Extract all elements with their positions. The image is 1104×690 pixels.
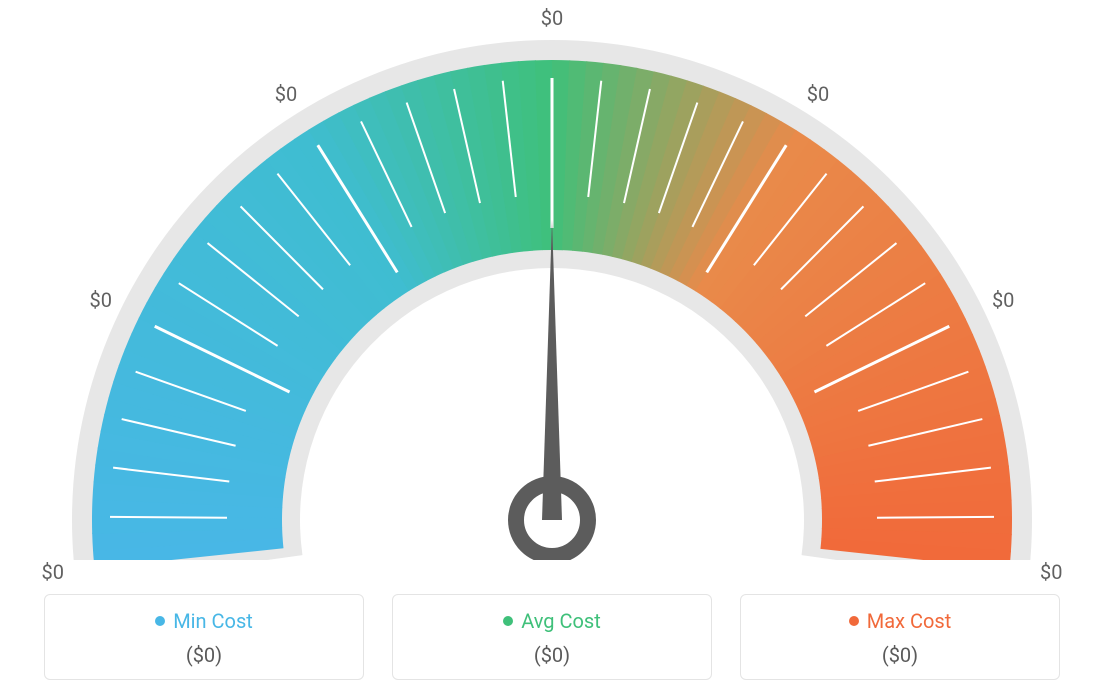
gauge-tick-label: $0	[1040, 560, 1062, 584]
legend-top-max: Max Cost	[751, 609, 1049, 633]
legend-value-max: ($0)	[751, 643, 1049, 667]
legend-card-avg: Avg Cost ($0)	[392, 594, 712, 680]
gauge-tick-label: $0	[541, 6, 563, 30]
legend-top-avg: Avg Cost	[403, 609, 701, 633]
gauge-tick-label: $0	[90, 288, 112, 312]
legend-card-max: Max Cost ($0)	[740, 594, 1060, 680]
gauge-tick-label: $0	[42, 560, 64, 584]
legend-dot-max	[849, 616, 859, 626]
legend-label-avg: Avg Cost	[521, 609, 601, 633]
gauge-tick-label: $0	[807, 82, 829, 106]
gauge-svg	[22, 0, 1082, 560]
gauge-tick-label: $0	[275, 82, 297, 106]
legend-card-min: Min Cost ($0)	[44, 594, 364, 680]
legend-label-min: Min Cost	[173, 609, 253, 633]
legend-dot-min	[155, 616, 165, 626]
legend-label-max: Max Cost	[867, 609, 952, 633]
legend-dot-avg	[503, 616, 513, 626]
legend-top-min: Min Cost	[55, 609, 353, 633]
gauge-chart: $0$0$0$0$0$0$0	[22, 0, 1082, 560]
gauge-tick-label: $0	[992, 288, 1014, 312]
legend-value-avg: ($0)	[403, 643, 701, 667]
legend-row: Min Cost ($0) Avg Cost ($0) Max Cost ($0…	[0, 594, 1104, 680]
legend-value-min: ($0)	[55, 643, 353, 667]
